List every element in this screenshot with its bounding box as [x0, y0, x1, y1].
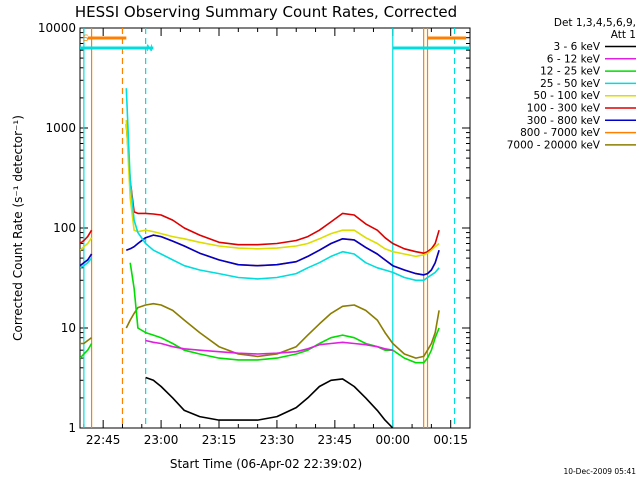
legend-entry-label: 12 - 25 keV [540, 66, 601, 78]
y-tick-label: 10000 [38, 21, 76, 35]
footer-timestamp: 10-Dec-2009 05:41 [563, 467, 636, 476]
legend-entry-label: 7000 - 20000 keV [507, 139, 601, 151]
series-line [80, 123, 440, 254]
x-tick-label: 23:30 [260, 433, 295, 447]
x-tick-label: 22:45 [86, 433, 121, 447]
legend-entry-label: 25 - 50 keV [540, 78, 601, 90]
legend-entry-label: 3 - 6 keV [553, 41, 600, 53]
night-flag-label: N [146, 44, 153, 54]
x-tick-label: 00:00 [375, 433, 410, 447]
series-line [145, 376, 394, 428]
y-tick-label: 1 [68, 421, 76, 435]
chart-title: HESSI Observing Summary Count Rates, Cor… [75, 3, 457, 21]
legend-entry-label: 50 - 100 keV [533, 90, 600, 102]
series-line [80, 234, 440, 276]
series-line [80, 120, 440, 258]
y-tick-label: 1000 [45, 121, 76, 135]
legend-entry-label: 6 - 12 keV [547, 53, 601, 65]
x-axis-title: Start Time (06-Apr-02 22:39:02) [170, 457, 362, 471]
legend-entry-label: 300 - 800 keV [527, 115, 601, 127]
legend-entry-label: 100 - 300 keV [527, 103, 601, 115]
legend-header-line2: Att 1 [611, 29, 636, 41]
legend-entry-label: 800 - 7000 keV [520, 127, 601, 139]
x-tick-label: 23:00 [144, 433, 179, 447]
y-tick-label: 100 [53, 221, 76, 235]
legend-header-line1: Det 1,3,4,5,6,9, [554, 17, 636, 29]
x-tick-label: 23:15 [202, 433, 237, 447]
x-tick-label: 00:15 [433, 433, 468, 447]
y-tick-label: 10 [61, 321, 76, 335]
series-line [145, 339, 393, 355]
plot-area: 1 10 100 1000 10000 22:45 23:00 23:15 23:30 23:45… [38, 21, 471, 447]
data-curves [80, 88, 440, 428]
series-line [80, 88, 440, 282]
x-tick-label: 23:45 [318, 433, 353, 447]
y-axis-title: Corrected Count Rate (s⁻¹ detector⁻¹) [11, 115, 25, 341]
saa-flag-label: S [83, 34, 89, 44]
series-line [80, 302, 440, 359]
